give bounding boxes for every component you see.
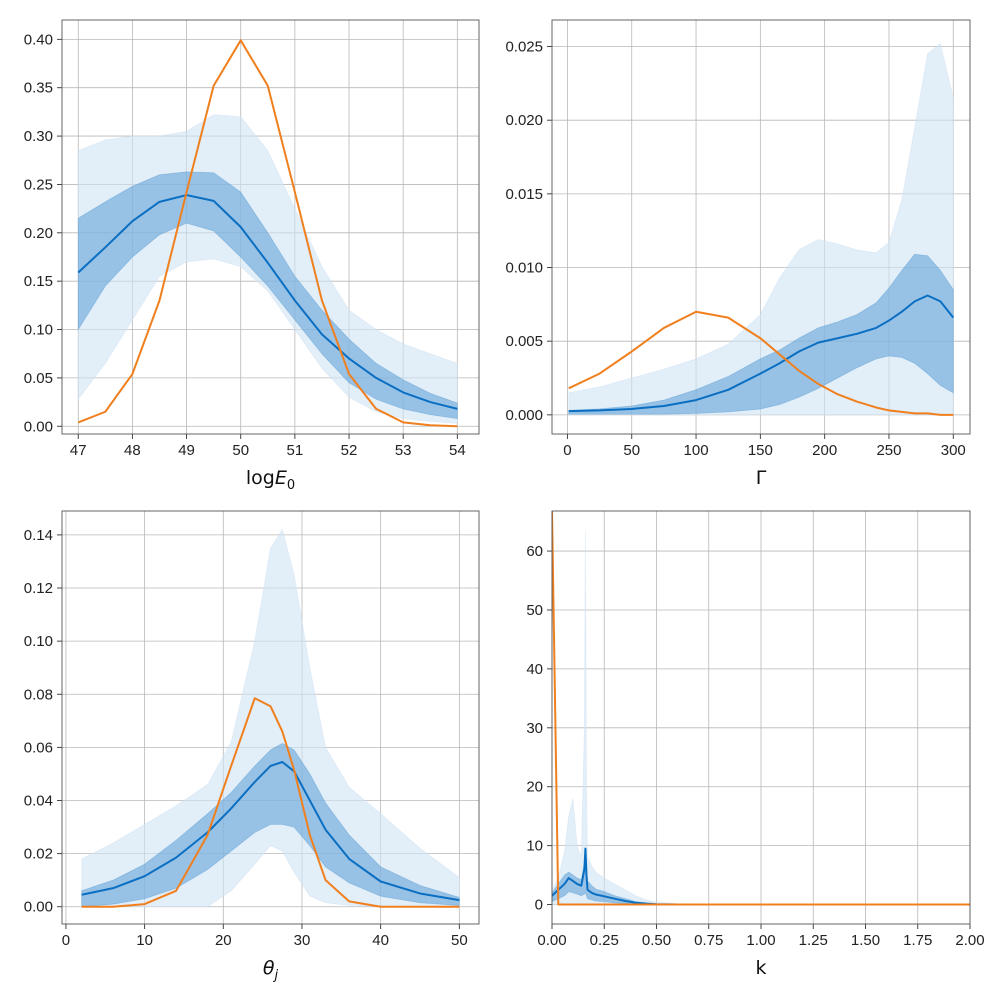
x-tick-label: 47: [70, 442, 87, 459]
prior-line: [77, 39, 458, 428]
y-tick-label: 10: [526, 838, 543, 855]
plot-area: [568, 42, 955, 416]
x-tick-label: 200: [812, 442, 837, 459]
x-tick-label: 0.75: [694, 932, 723, 949]
y-tick-label: 0.35: [24, 80, 53, 97]
y-tick-label: 30: [526, 720, 543, 737]
inner-credible-band: [81, 742, 460, 908]
x-tick-label: 0: [563, 442, 571, 459]
prior-line: [81, 697, 460, 908]
x-axis-label-subscript: j: [273, 968, 279, 983]
x-tick-label: 10: [136, 932, 153, 949]
y-tick-label: 0.05: [24, 370, 53, 387]
x-axis-label: k: [755, 957, 766, 979]
x-tick-label: 51: [287, 442, 304, 459]
y-tick-label: 0.04: [24, 792, 53, 809]
y-tick-label: 0.20: [24, 225, 53, 242]
inner-credible-band: [568, 253, 954, 415]
axes-frame: [551, 19, 971, 435]
x-tick-label: 1.00: [746, 932, 775, 949]
x-tick-label: 50: [232, 442, 249, 459]
y-tick-label: 0.020: [505, 112, 543, 129]
x-tick-label: 30: [294, 932, 311, 949]
y-tick-label: 50: [526, 602, 543, 619]
panel-logE0: 47 48 49 50 51 52 53 54 0.00 0.05 0.10 0.15 0.20 0.25…: [24, 19, 480, 493]
x-tick-label: 0.50: [642, 932, 671, 949]
y-tick-label: 0.025: [505, 39, 543, 56]
x-tick-label: 0: [62, 932, 70, 949]
y-tick-label: 0.00: [24, 899, 53, 916]
x-tick-label: 1.50: [851, 932, 880, 949]
y-tick-label: 0.40: [24, 31, 53, 48]
x-axis-label-symbol: θ: [263, 957, 275, 979]
prior-line: [552, 511, 970, 906]
x-axis-label: logE0: [246, 467, 295, 493]
plot-area: [81, 528, 460, 908]
x-axis-label-main: k: [755, 957, 766, 979]
x-tick-label: 50: [623, 442, 640, 459]
plot-area: [552, 511, 970, 906]
y-tick-label: 0.06: [24, 739, 53, 756]
y-tick-label: 0.12: [24, 580, 53, 597]
x-tick-label: 100: [684, 442, 709, 459]
x-tick-label: 53: [395, 442, 412, 459]
x-axis-label: θj: [263, 957, 279, 983]
y-tick-label: 0.02: [24, 846, 53, 863]
x-tick-label: 0.00: [537, 932, 566, 949]
median-line: [81, 760, 460, 902]
y-tick-label: 40: [526, 661, 543, 678]
x-axis-label-subscript: 0: [287, 478, 295, 493]
x-tick-label: 1.75: [903, 932, 932, 949]
outer-credible-band: [81, 528, 460, 908]
y-tick-label: 0.000: [505, 407, 543, 424]
y-tick-label: 0.015: [505, 186, 543, 203]
x-axis-label-symbol: E: [275, 467, 287, 489]
y-tick-label: 0.00: [24, 418, 53, 435]
y-tick-label: 0.10: [24, 633, 53, 650]
y-tick-label: 0.005: [505, 333, 543, 350]
x-tick-label: 52: [341, 442, 358, 459]
x-tick-label: 150: [748, 442, 773, 459]
x-tick-label: 54: [449, 442, 466, 459]
y-tick-label: 0.15: [24, 273, 53, 290]
panel-Gamma: 0 50 100 150 200 250 300 0.000 0.005 0.010 0.015 0.…: [505, 19, 971, 489]
x-axis-label-main: log: [246, 467, 275, 489]
x-tick-label: 300: [941, 442, 966, 459]
panel-k: 0.00 0.25 0.50 0.75 1.00 1.25 1.50 1.75 2.00 0 10 2…: [526, 510, 985, 979]
x-axis-label: Γ: [756, 467, 767, 489]
y-tick-label: 0.25: [24, 176, 53, 193]
y-tick-label: 0.08: [24, 686, 53, 703]
x-tick-label: 20: [215, 932, 232, 949]
y-tick-label: 0: [535, 897, 543, 914]
plot-area: [77, 39, 458, 428]
inner-credible-band: [77, 171, 458, 419]
x-axis-label-symbol: Γ: [756, 467, 767, 489]
axes-frame: [551, 510, 971, 925]
y-tick-label: 0.30: [24, 128, 53, 145]
y-tick-label: 60: [526, 543, 543, 560]
y-tick-label: 0.10: [24, 322, 53, 339]
prior-line: [568, 310, 954, 416]
x-tick-label: 1.25: [799, 932, 828, 949]
x-tick-label: 2.00: [955, 932, 984, 949]
x-tick-label: 250: [876, 442, 901, 459]
panel-theta_j: 0 10 20 30 40 50 0.00 0.02 0.04 0.06 0.08 0.10 0.12 0…: [24, 510, 480, 983]
x-tick-label: 0.25: [590, 932, 619, 949]
median-line: [77, 194, 458, 410]
axes-frame: [61, 510, 480, 925]
x-tick-label: 40: [372, 932, 389, 949]
y-tick-label: 0.14: [24, 527, 53, 544]
x-tick-label: 48: [124, 442, 141, 459]
x-tick-label: 50: [451, 932, 468, 949]
x-tick-label: 49: [178, 442, 195, 459]
y-tick-label: 20: [526, 779, 543, 796]
y-tick-label: 0.010: [505, 260, 543, 277]
axes-frame: [61, 19, 480, 435]
median-line: [568, 294, 955, 413]
